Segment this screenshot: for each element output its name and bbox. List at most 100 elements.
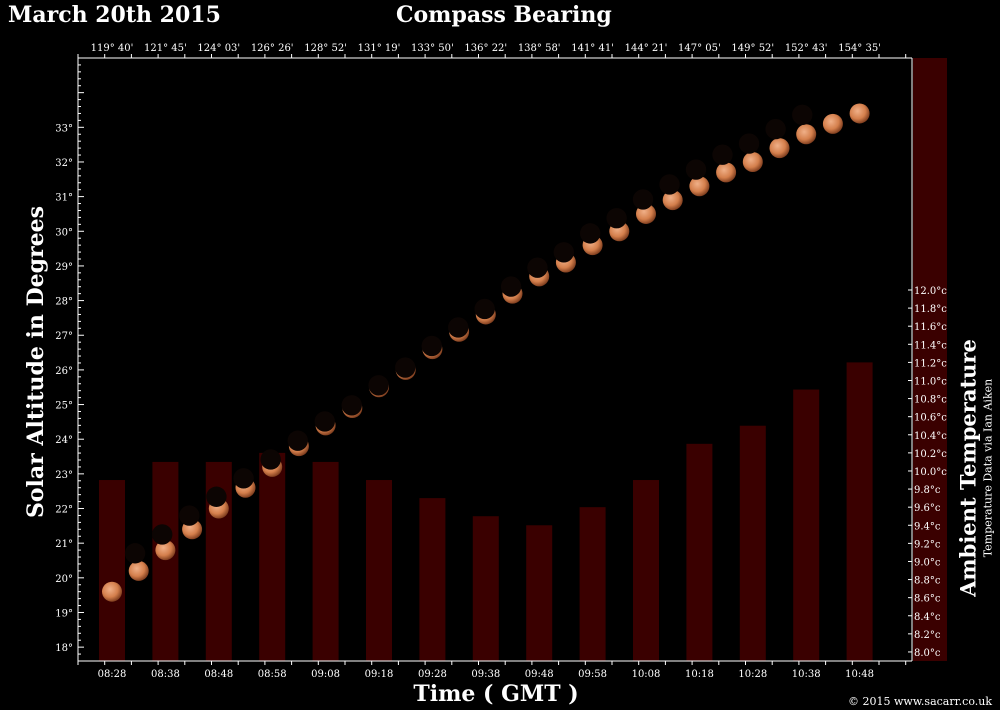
right-tick-label: 11.4°c bbox=[914, 340, 947, 351]
left-tick-label: 33° bbox=[55, 123, 73, 134]
left-tick-label: 30° bbox=[55, 227, 73, 238]
eclipse-sun bbox=[685, 159, 710, 197]
temperature-bar bbox=[526, 525, 553, 661]
y-axis-title: Solar Altitude in Degrees bbox=[23, 205, 49, 519]
right-tick-label: 8.0°c bbox=[914, 648, 941, 659]
tick-labels: 18° 19° 20° 21° 22° 23° 24° 25° 26° 27° 28° 29° 30° 3… bbox=[55, 43, 947, 680]
eclipse-sun bbox=[765, 118, 790, 159]
eclipse-sun bbox=[553, 242, 576, 273]
eclipse-sun bbox=[287, 430, 309, 457]
bottom-tick-label: 10:18 bbox=[685, 669, 714, 680]
temperature-bar bbox=[579, 507, 606, 661]
eclipse-sun bbox=[179, 505, 203, 540]
top-tick-label: 124° 03' bbox=[197, 43, 240, 54]
top-tick-label: 119° 40' bbox=[91, 43, 134, 54]
eclipse-sun bbox=[314, 411, 336, 436]
bottom-tick-label: 08:48 bbox=[204, 669, 233, 680]
bottom-tick-label: 09:48 bbox=[525, 669, 554, 680]
moon-disc bbox=[152, 524, 173, 545]
left-tick-label: 31° bbox=[55, 193, 73, 204]
sun-disc bbox=[742, 151, 763, 172]
right-tick-label: 8.4°c bbox=[914, 612, 941, 623]
eclipse-sun bbox=[233, 468, 256, 498]
right-tick-label: 9.8°c bbox=[914, 485, 941, 496]
eclipse-sun bbox=[448, 317, 470, 342]
moon-disc bbox=[685, 159, 707, 180]
moon-disc bbox=[738, 133, 760, 154]
left-tick-label: 32° bbox=[55, 158, 73, 169]
left-tick-label: 21° bbox=[55, 539, 73, 550]
copyright: © 2015 www.sacarr.co.uk bbox=[848, 695, 992, 708]
left-tick-label: 27° bbox=[55, 331, 73, 342]
temperature-bar bbox=[793, 389, 820, 661]
sun-disc bbox=[849, 103, 870, 124]
sun-disc bbox=[769, 138, 790, 159]
top-tick-label: 126° 26' bbox=[251, 43, 294, 54]
sun-disc bbox=[716, 162, 737, 183]
moon-disc bbox=[179, 505, 200, 526]
eclipse-sun bbox=[822, 113, 843, 134]
moon-disc bbox=[712, 144, 733, 165]
eclipse-sun bbox=[738, 133, 763, 172]
bottom-tick-label: 10:48 bbox=[845, 669, 874, 680]
left-tick-label: 23° bbox=[55, 470, 73, 481]
temperature-bar bbox=[633, 480, 659, 661]
right-tick-label: 11.8°c bbox=[914, 304, 947, 315]
bottom-tick-label: 09:38 bbox=[471, 669, 500, 680]
top-tick-label: 128° 52' bbox=[304, 43, 347, 54]
moon-disc bbox=[580, 223, 601, 244]
moon-disc bbox=[527, 257, 548, 278]
moon-disc bbox=[206, 486, 227, 507]
right-tick-label: 8.8°c bbox=[914, 576, 941, 587]
right-tick-label: 10.0°c bbox=[914, 467, 947, 478]
temperature-bar bbox=[312, 461, 339, 661]
top-tick-label: 152° 43' bbox=[785, 43, 828, 54]
top-tick-label: 136° 22' bbox=[464, 43, 507, 54]
eclipse-sun bbox=[421, 335, 443, 360]
date-title: March 20th 2015 bbox=[8, 2, 221, 28]
left-tick-label: 28° bbox=[55, 297, 73, 308]
left-tick-label: 18° bbox=[55, 643, 73, 654]
eclipse-sun bbox=[341, 395, 363, 419]
moon-disc bbox=[233, 468, 254, 489]
moon-disc bbox=[287, 430, 308, 451]
temperature-bar bbox=[846, 362, 873, 661]
bottom-tick-label: 10:28 bbox=[738, 669, 767, 680]
left-tick-label: 22° bbox=[55, 505, 73, 516]
eclipse-sun bbox=[368, 375, 389, 398]
moon-disc bbox=[124, 543, 146, 564]
right-tick-label: 11.0°c bbox=[914, 376, 947, 387]
axes bbox=[77, 54, 947, 665]
eclipse-sun bbox=[849, 103, 870, 124]
bottom-tick-label: 09:08 bbox=[311, 669, 340, 680]
top-tick-label: 154° 35' bbox=[838, 43, 881, 54]
top-tick-label: 121° 45' bbox=[144, 43, 187, 54]
sun-disc bbox=[662, 190, 683, 211]
bottom-tick-label: 09:58 bbox=[578, 669, 607, 680]
temperature-bar bbox=[99, 480, 125, 661]
right-tick-label: 8.6°c bbox=[914, 594, 941, 605]
moon-disc bbox=[765, 118, 786, 140]
moon-disc bbox=[314, 411, 335, 432]
right-tick-label: 9.2°c bbox=[914, 539, 941, 550]
top-tick-label: 147° 05' bbox=[678, 43, 721, 54]
right-tick-label: 10.2°c bbox=[914, 449, 947, 460]
compass-bearing-title: Compass Bearing bbox=[396, 2, 612, 28]
temperature-bar bbox=[366, 480, 392, 661]
sun-disc bbox=[689, 176, 710, 197]
moon-disc bbox=[260, 449, 281, 470]
eclipse-sun bbox=[580, 223, 603, 256]
right-tick-label: 10.6°c bbox=[914, 413, 947, 424]
eclipse-sun bbox=[527, 257, 550, 287]
top-tick-label: 133° 50' bbox=[411, 43, 454, 54]
left-tick-label: 26° bbox=[55, 366, 73, 377]
moon-disc bbox=[632, 189, 654, 210]
right-axis-title: Ambient Temperature bbox=[955, 339, 981, 597]
left-tick-label: 19° bbox=[55, 608, 73, 619]
eclipse-sun bbox=[606, 207, 630, 242]
eclipse-sun bbox=[395, 357, 416, 380]
sun-disc bbox=[102, 581, 122, 602]
sun-disc bbox=[796, 124, 817, 145]
sun-disc bbox=[155, 540, 176, 561]
